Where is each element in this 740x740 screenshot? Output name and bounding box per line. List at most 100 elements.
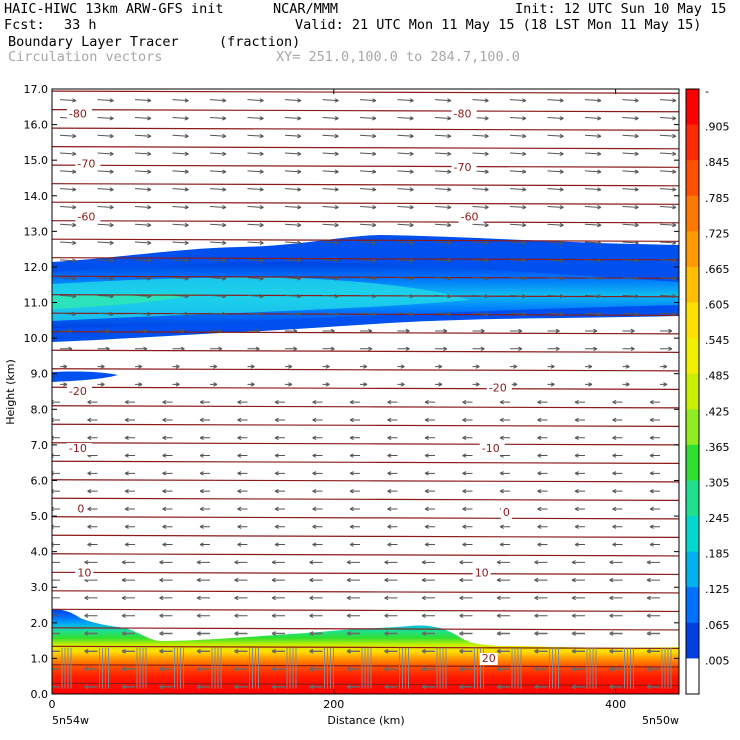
- vector-arrow: [284, 187, 302, 192]
- vector-arrow: [247, 133, 264, 139]
- vector-arrow: [534, 648, 548, 654]
- vector-arrow: [434, 222, 452, 228]
- upper-tracer-inner: [52, 277, 470, 321]
- vector-arrow: [172, 240, 189, 246]
- vector-arrow: [612, 417, 623, 423]
- vector-arrow: [646, 666, 660, 672]
- vector-arrow: [434, 311, 452, 317]
- vector-arrow: [247, 346, 260, 351]
- vector-arrow: [387, 435, 398, 440]
- vector-arrow: [472, 346, 485, 351]
- vector-arrow: [124, 471, 135, 476]
- vector-arrow: [622, 364, 630, 369]
- vector-arrow: [247, 364, 255, 369]
- vector-arrow: [421, 613, 435, 618]
- colorbar-label: .425: [705, 405, 730, 418]
- vector-arrow: [547, 240, 564, 246]
- contour-line: [52, 516, 679, 520]
- vector-arrow: [210, 346, 223, 351]
- vector-arrow: [247, 311, 264, 317]
- vector-arrow: [159, 560, 173, 565]
- contour-line: [52, 608, 679, 613]
- vector-arrow: [609, 595, 623, 601]
- vector-arrow: [349, 524, 360, 529]
- x-tick-label: 400: [605, 698, 626, 711]
- vector-arrow: [134, 151, 152, 157]
- vector-arrow: [659, 169, 677, 174]
- vector-arrow: [52, 668, 60, 670]
- vector-arrow: [172, 276, 189, 281]
- x-endpoint-right: 5n50w: [642, 714, 679, 727]
- y-tick-label: 13.0: [24, 225, 49, 238]
- vector-arrow: [609, 560, 623, 565]
- vector-arrow: [199, 435, 210, 440]
- vector-arrow: [199, 471, 210, 476]
- vector-arrow: [496, 684, 510, 690]
- vector-arrow: [247, 151, 264, 157]
- y-tick-label: 2.0: [31, 617, 49, 630]
- vector-arrow: [462, 524, 473, 529]
- vector-arrow: [322, 311, 339, 317]
- vector-arrow: [571, 666, 585, 672]
- vector-arrow: [397, 364, 405, 369]
- vector-arrow: [547, 276, 564, 281]
- vector-arrow: [622, 346, 635, 351]
- contour-line: [52, 330, 679, 335]
- vector-arrow: [59, 187, 77, 192]
- vector-arrow: [209, 311, 227, 317]
- vector-arrow: [384, 560, 398, 565]
- vector-arrow: [135, 346, 148, 351]
- vector-arrow: [384, 631, 398, 636]
- contour-line: [52, 349, 679, 354]
- y-tick-label: 7.0: [31, 439, 49, 452]
- vector-arrow: [359, 240, 377, 246]
- vector-arrow: [584, 169, 602, 174]
- contour-label-bg: [472, 567, 491, 580]
- vector-arrow: [547, 382, 555, 387]
- vector-arrow: [584, 222, 602, 228]
- vector-arrow: [359, 151, 377, 157]
- colorbar-segment: [686, 373, 699, 410]
- vector-arrow: [384, 648, 398, 654]
- colorbar-labels: - .905 .845 .785 .725 .665 .605 .545 .485 .425 .36…: [705, 85, 730, 667]
- vector-arrow: [247, 169, 264, 174]
- vector-arrow: [472, 258, 489, 263]
- vector-arrow: [97, 382, 105, 387]
- contour-label: -10: [482, 442, 500, 455]
- vector-arrow: [322, 205, 339, 210]
- vector-arrow: [571, 648, 585, 654]
- vector-arrow: [284, 116, 302, 121]
- contour-label: -70: [454, 161, 472, 174]
- vector-arrow: [234, 631, 248, 636]
- vector-arrow: [312, 417, 323, 423]
- vector-arrow: [52, 524, 60, 529]
- vector-arrow: [387, 471, 398, 476]
- vector-arrow: [59, 222, 77, 228]
- vector-arrow: [499, 542, 510, 547]
- vector-arrow: [384, 595, 398, 601]
- colorbar-label: .905: [705, 121, 730, 134]
- vector-arrow: [322, 133, 339, 139]
- vector-arrow: [97, 346, 110, 351]
- vector-arrow: [509, 133, 527, 139]
- vector-arrow: [646, 684, 660, 690]
- vector-arrow: [346, 684, 360, 690]
- vector-arrow: [199, 417, 210, 423]
- vector-arrow: [346, 631, 360, 636]
- vector-arrow: [462, 453, 473, 458]
- vector-arrow: [274, 488, 285, 494]
- vector-arrow: [274, 417, 285, 423]
- vector-arrow: [359, 258, 377, 263]
- vector-arrow: [346, 577, 360, 583]
- vector-arrow: [196, 577, 210, 583]
- vector-arrow: [434, 116, 452, 121]
- vector-arrow: [462, 488, 473, 494]
- contour-label-bg: [75, 503, 87, 516]
- vector-arrow: [97, 222, 114, 228]
- vector-arrow: [312, 524, 323, 529]
- vector-arrow: [424, 524, 435, 529]
- vector-arrow: [397, 258, 414, 263]
- forecast-label: Fcst:: [4, 17, 45, 33]
- vector-arrow: [584, 258, 602, 263]
- contour-label-bg: [451, 108, 477, 121]
